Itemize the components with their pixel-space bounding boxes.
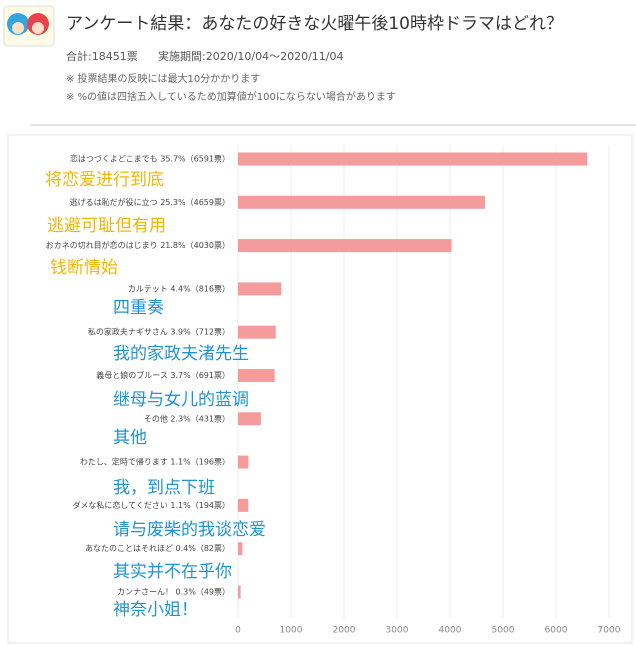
bar — [238, 455, 249, 469]
y-tick-label: 義母と娘のブルース 3.7%（691票） — [96, 370, 230, 380]
bar — [238, 412, 261, 426]
annotation: 将恋爱进行到底 — [45, 169, 164, 190]
logo-icon — [3, 5, 55, 47]
bar — [238, 585, 241, 599]
annotation: 其他 — [113, 428, 147, 448]
bar — [238, 282, 282, 296]
annotation: 四重奏 — [113, 298, 164, 318]
note: ※ 投票結果の反映には最大10分かかります — [66, 72, 260, 85]
y-tick-label: わたし、定時で帰ります 1.1%（196票） — [80, 457, 230, 467]
x-tick-label: 5000 — [492, 626, 515, 636]
x-tick-label: 3000 — [386, 626, 409, 636]
x-tick-label: 6000 — [545, 626, 568, 636]
x-tick-label: 1000 — [280, 626, 303, 636]
x-tick-label: 4000 — [439, 626, 462, 636]
annotation: 神奈小姐！ — [113, 600, 198, 620]
y-tick-label: 恋はつづくよどこまでも 35.7%（6591票） — [70, 154, 230, 164]
title: アンケート結果：あなたの好きな火曜午後10時枠ドラマはどれ？ — [66, 14, 563, 34]
x-tick-label: 0 — [235, 626, 241, 636]
y-tick-label: その他 2.3%（431票） — [144, 413, 230, 423]
total: 合計:18451票 — [66, 49, 138, 63]
bar — [238, 498, 249, 512]
bar — [238, 195, 485, 209]
y-tick-label: カルテット 4.4%（816票） — [128, 284, 230, 293]
chart-frame — [7, 134, 633, 644]
y-tick-label: あなたのことはそれほど 0.4%（82票） — [85, 544, 230, 553]
bar — [238, 239, 452, 253]
y-tick-label: カンナさーん！ 0.3%（49票） — [117, 588, 230, 597]
annotation: 钱断情始 — [50, 258, 118, 278]
period: 実施期間:2020/10/04～2020/11/04 — [158, 49, 344, 63]
annotation: 继母与女儿的蓝调 — [113, 390, 249, 410]
y-tick-label: おカネの切れ目が恋のはじまり 21.8%（4030票） — [46, 240, 230, 250]
annotation: 我，到点下班 — [113, 478, 215, 498]
annotation: 请与废柴的我谈恋爱 — [113, 519, 266, 540]
x-tick-label: 2000 — [333, 626, 356, 636]
x-tick-label: 7000 — [598, 626, 621, 636]
annotation: 逃避可耻但有用 — [47, 216, 166, 236]
y-tick-label: 逃げるは恥だが役に立つ 25.3%（4659票） — [70, 197, 230, 207]
bar — [238, 152, 588, 166]
note: ※ %の値は四捨五入しているため加算値が100にならない場合があります — [66, 90, 396, 103]
annotation: 我的家政夫渚先生 — [113, 344, 249, 364]
bar — [238, 325, 276, 339]
bar — [238, 369, 275, 382]
y-tick-label: 私の家政夫ナギサさん 3.9%（712票） — [88, 327, 230, 337]
y-tick-label: ダメな私に恋してください 1.1%（194票） — [73, 500, 230, 510]
annotation: 其实并不在乎你 — [113, 562, 232, 582]
bar — [238, 542, 243, 556]
